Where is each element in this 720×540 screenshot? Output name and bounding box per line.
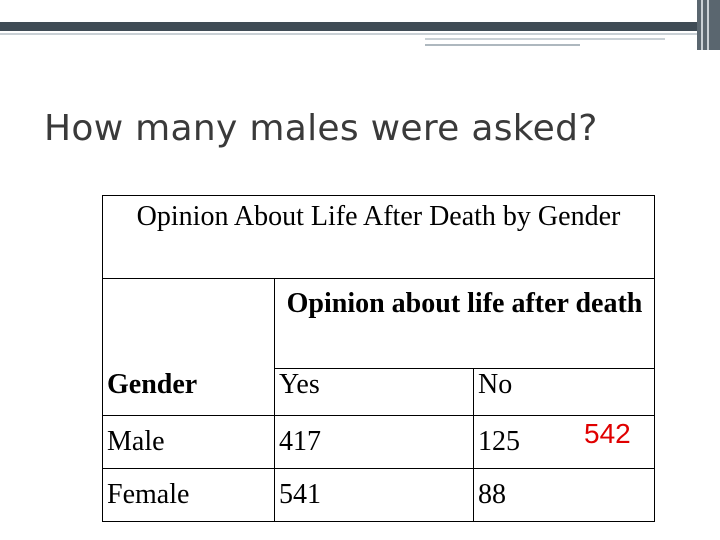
cell-female-no: 88 bbox=[473, 468, 655, 522]
table-caption: Opinion About Life After Death by Gender bbox=[102, 195, 655, 279]
column-group-header: Opinion about life after death bbox=[274, 278, 655, 369]
column-header-no: No bbox=[473, 368, 655, 416]
corner-stripe bbox=[701, 0, 703, 50]
row-label-male: Male bbox=[102, 415, 275, 469]
column-header-yes: Yes bbox=[274, 368, 474, 416]
header-band bbox=[0, 22, 700, 31]
header-rule bbox=[0, 33, 700, 35]
table-row: Female 541 88 bbox=[102, 468, 655, 522]
cell-male-no: 125 bbox=[473, 415, 655, 469]
row-header-gender: Gender bbox=[102, 278, 275, 416]
corner-stripe bbox=[707, 0, 709, 50]
header-rule-shorter bbox=[425, 44, 580, 46]
header-corner-block bbox=[697, 0, 720, 50]
slide-header-decoration bbox=[0, 0, 720, 50]
row-label-female: Female bbox=[102, 468, 275, 522]
cell-female-yes: 541 bbox=[274, 468, 474, 522]
table-caption-row: Opinion About Life After Death by Gender bbox=[102, 195, 655, 279]
table-header-row: Gender Opinion about life after death bbox=[102, 278, 655, 416]
cell-male-yes: 417 bbox=[274, 415, 474, 469]
slide-title: How many males were asked? bbox=[44, 108, 598, 149]
table-column-header-row: Yes No bbox=[103, 368, 655, 416]
male-total-annotation: 542 bbox=[584, 418, 631, 449]
header-rule-short bbox=[425, 38, 665, 40]
table-row: Male 417 125 bbox=[102, 415, 655, 469]
crosstab-table: Opinion About Life After Death by Gender… bbox=[102, 195, 655, 522]
